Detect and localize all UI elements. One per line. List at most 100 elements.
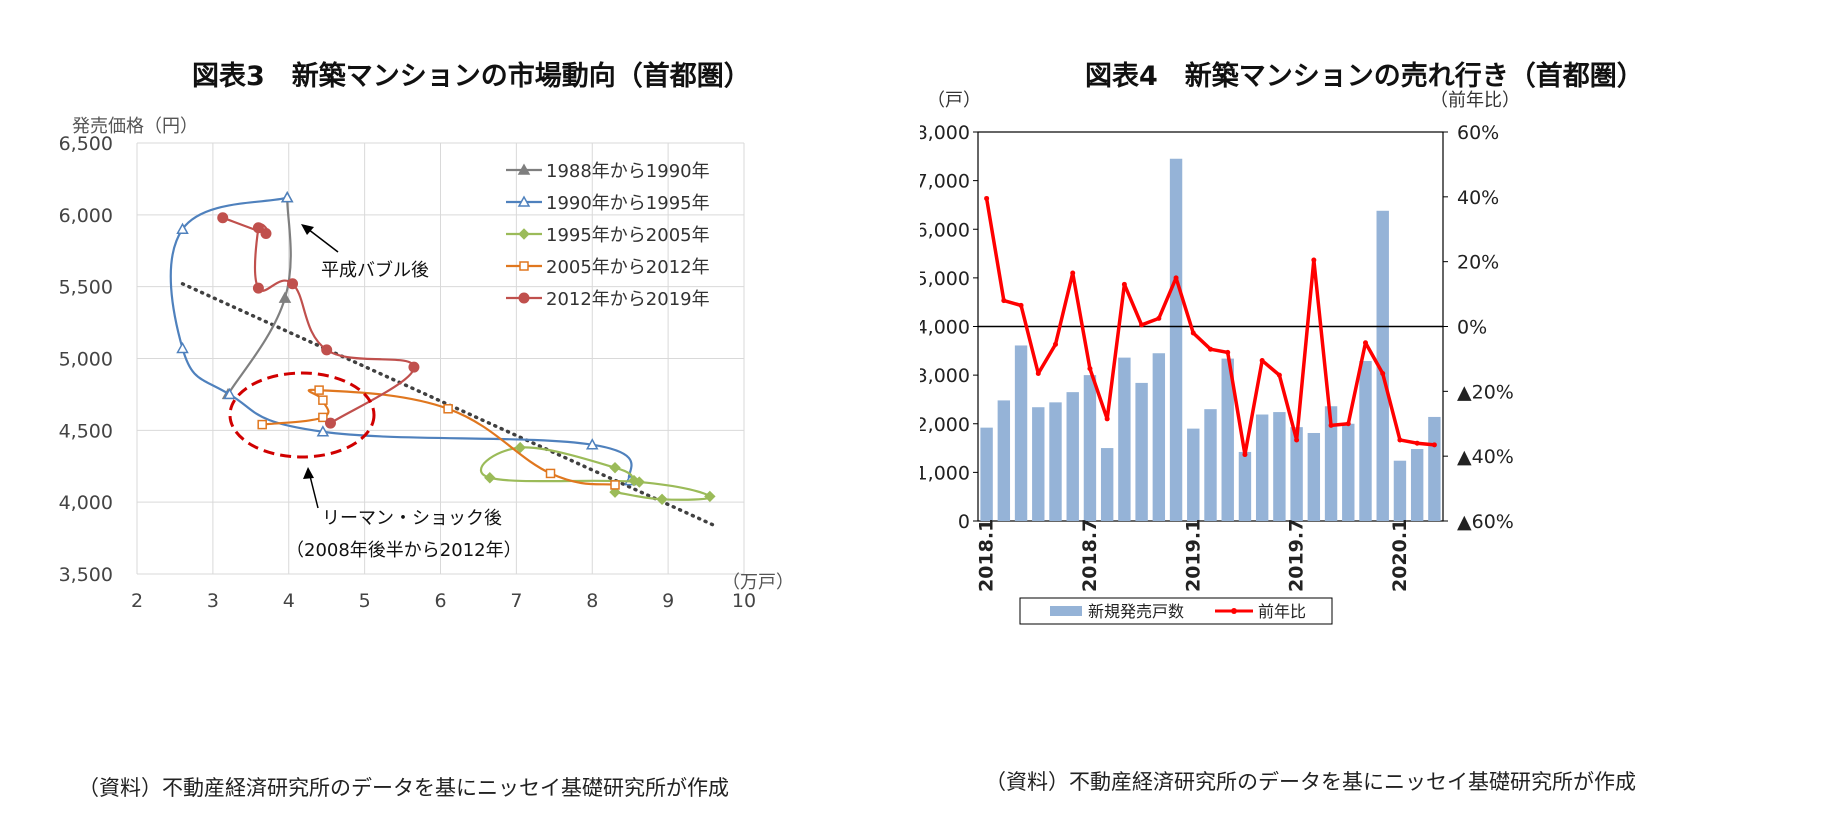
line-series bbox=[984, 195, 1437, 458]
yoy-point bbox=[1208, 346, 1213, 352]
yoy-point bbox=[1380, 371, 1386, 377]
yoy-point bbox=[1225, 349, 1231, 355]
y-tick-label: 3,500 bbox=[59, 564, 113, 586]
yoy-point bbox=[1121, 281, 1127, 287]
data-point bbox=[223, 387, 236, 400]
left-gridlines bbox=[136, 142, 745, 575]
right-right-y-tick-labels: ▲60% ▲40% ▲20% 0% 20% 40% 60% bbox=[1443, 122, 1514, 533]
right-y-tick-label: 60% bbox=[1457, 122, 1499, 144]
data-point bbox=[252, 282, 264, 294]
right-x-tick-labels: 2018.1 2018.7 2019.1 2019.7 2020.1 bbox=[976, 519, 1411, 592]
left-y-tick-label: 8,000 bbox=[920, 122, 970, 144]
left-y-tick-label: 2,000 bbox=[920, 414, 970, 436]
legend-label: 新規発売戸数 bbox=[1088, 602, 1184, 621]
yoy-point bbox=[1190, 330, 1196, 336]
legend-label: 1988年から1990年 bbox=[546, 161, 710, 182]
yoy-point bbox=[1414, 440, 1420, 446]
legend-label: 前年比 bbox=[1258, 602, 1306, 621]
bar bbox=[1032, 407, 1045, 521]
highlight-ellipse bbox=[228, 371, 376, 459]
y-tick-label: 4,000 bbox=[59, 492, 113, 514]
bar bbox=[1152, 353, 1166, 521]
right-bar-chart: 0 1,000 2,000 3,000 4,000 5,000 6,000 7,000 8,00… bbox=[920, 90, 1520, 625]
data-point bbox=[321, 344, 333, 356]
left-y-tick-label: 4,000 bbox=[920, 317, 970, 339]
yoy-point bbox=[1363, 340, 1368, 346]
left-y-tick-label: 1,000 bbox=[920, 462, 970, 484]
yoy-point bbox=[1345, 421, 1351, 427]
yoy-point bbox=[1173, 275, 1179, 281]
left-source-note: （資料）不動産経済研究所のデータを基にニッセイ基礎研究所が作成 bbox=[78, 776, 729, 800]
bar bbox=[980, 427, 993, 521]
yoy-point bbox=[1053, 341, 1058, 347]
data-point bbox=[257, 419, 267, 430]
bar bbox=[1135, 382, 1148, 521]
y-tick-label: 4,500 bbox=[59, 420, 113, 442]
data-point bbox=[545, 468, 556, 479]
legend-label: 1995年から2005年 bbox=[546, 225, 710, 246]
left-scatter-chart: 3,500 4,000 4,500 5,000 5,500 6,000 6,500 2 3 4 5 6… bbox=[59, 116, 794, 612]
left-legend: 1988年から1990年 1990年から1995年 1995年から2005年 2005… bbox=[506, 161, 710, 310]
yoy-point bbox=[1001, 298, 1007, 304]
bar bbox=[1169, 158, 1183, 521]
yoy-point bbox=[1431, 442, 1437, 448]
yoy-point bbox=[1087, 366, 1093, 372]
x-tick-label: 3 bbox=[207, 590, 219, 612]
y-tick-label: 5,000 bbox=[59, 349, 113, 371]
annotation-lehman-shock: リーマン・ショック後 bbox=[322, 508, 502, 529]
series-4 bbox=[257, 385, 620, 490]
left-y-tick-label: 6,000 bbox=[920, 219, 970, 241]
right-source-note: （資料）不動産経済研究所のデータを基にニッセイ基礎研究所が作成 bbox=[985, 770, 1636, 794]
data-point bbox=[408, 361, 420, 373]
data-point bbox=[324, 417, 336, 429]
x-tick-label: 8 bbox=[586, 590, 598, 612]
yoy-point bbox=[1311, 257, 1317, 263]
bar bbox=[1359, 361, 1372, 521]
x-tick-label: 5 bbox=[359, 590, 371, 612]
bar bbox=[1100, 448, 1114, 521]
left-y-axis-label: 発売価格（円） bbox=[72, 116, 198, 137]
bar bbox=[1428, 416, 1441, 521]
bar bbox=[1393, 460, 1407, 521]
bar bbox=[1083, 375, 1097, 521]
legend-marker bbox=[519, 261, 529, 271]
x-tick-label: 2020.1 bbox=[1389, 519, 1411, 592]
data-point bbox=[217, 212, 229, 224]
bar bbox=[1273, 412, 1286, 521]
data-point bbox=[585, 438, 599, 450]
right-y-tick-label: 20% bbox=[1457, 252, 1499, 274]
yoy-point bbox=[1018, 302, 1024, 308]
bar bbox=[1255, 414, 1269, 521]
x-tick-label: 2019.1 bbox=[1182, 519, 1204, 592]
data-point bbox=[260, 228, 272, 240]
annotation-arrowhead bbox=[303, 467, 314, 479]
legend-marker bbox=[517, 195, 531, 207]
data-point bbox=[633, 476, 645, 488]
right-left-axis-unit: （戸） bbox=[927, 90, 981, 111]
data-point bbox=[287, 278, 299, 290]
data-point bbox=[176, 222, 189, 234]
data-point bbox=[278, 291, 292, 303]
legend-marker bbox=[518, 292, 530, 304]
left-y-tick-label: 0 bbox=[958, 511, 970, 533]
yoy-point bbox=[1328, 422, 1334, 428]
bar bbox=[1118, 357, 1131, 521]
right-left-y-tick-labels: 0 1,000 2,000 3,000 4,000 5,000 6,000 7,000 8,00… bbox=[920, 122, 978, 533]
yoy-point bbox=[1070, 270, 1076, 276]
yoy-point bbox=[1276, 372, 1282, 378]
data-point bbox=[316, 425, 330, 437]
data-point bbox=[280, 191, 294, 203]
y-tick-label: 5,500 bbox=[59, 277, 113, 299]
bar bbox=[1376, 210, 1389, 521]
data-point bbox=[314, 385, 324, 395]
bar bbox=[1238, 451, 1252, 521]
legend-label: 1990年から1995年 bbox=[546, 193, 710, 214]
x-tick-label: 2 bbox=[131, 590, 143, 612]
bar bbox=[1066, 392, 1079, 521]
bar bbox=[1410, 449, 1424, 521]
left-y-tick-label: 3,000 bbox=[920, 365, 970, 387]
yoy-point bbox=[1104, 416, 1110, 422]
right-y-tick-label: ▲20% bbox=[1457, 381, 1514, 403]
y-tick-label: 6,000 bbox=[59, 205, 113, 227]
